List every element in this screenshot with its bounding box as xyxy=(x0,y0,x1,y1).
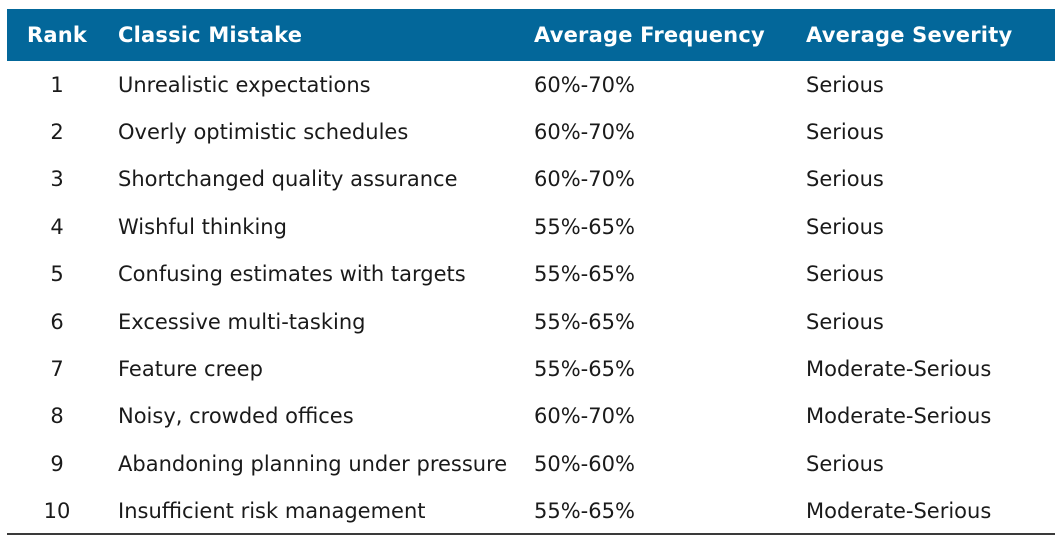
table-row: 1 Unrealistic expectations 60%-70% Serio… xyxy=(7,61,1055,108)
mistake-cell: Excessive multi-tasking xyxy=(118,309,366,334)
rank-cell: 1 xyxy=(50,72,64,97)
header-classic-mistake: Classic Mistake xyxy=(118,23,303,47)
header-average-severity: Average Severity xyxy=(806,23,1013,47)
frequency-cell: 55%-65% xyxy=(534,262,635,287)
table-row: 10 Insufficient risk management 55%-65% … xyxy=(7,488,1055,535)
table-row: 3 Shortchanged quality assurance 60%-70%… xyxy=(7,156,1055,203)
mistake-cell: Shortchanged quality assurance xyxy=(118,167,458,192)
rank-cell: 10 xyxy=(43,499,71,524)
mistake-cell: Unrealistic expectations xyxy=(118,72,371,97)
severity-cell: Moderate-Serious xyxy=(806,357,992,382)
severity-cell: Serious xyxy=(806,309,884,334)
rank-cell: 2 xyxy=(50,120,64,145)
rank-cell: 4 xyxy=(50,214,64,239)
frequency-cell: 55%-65% xyxy=(534,357,635,382)
table-row: 9 Abandoning planning under pressure 50%… xyxy=(7,440,1055,487)
severity-cell: Moderate-Serious xyxy=(806,404,992,429)
table-header-row: Rank Classic Mistake Average Frequency A… xyxy=(7,9,1055,61)
table-bottom-divider xyxy=(7,533,1055,535)
rank-cell: 5 xyxy=(50,262,64,287)
mistake-cell: Wishful thinking xyxy=(118,214,287,239)
frequency-cell: 60%-70% xyxy=(534,167,635,192)
table-row: 5 Confusing estimates with targets 55%-6… xyxy=(7,251,1055,298)
severity-cell: Serious xyxy=(806,262,884,287)
frequency-cell: 55%-65% xyxy=(534,309,635,334)
table-row: 7 Feature creep 55%-65% Moderate-Serious xyxy=(7,345,1055,392)
severity-cell: Serious xyxy=(806,451,884,476)
table-row: 2 Overly optimistic schedules 60%-70% Se… xyxy=(7,108,1055,155)
rank-cell: 9 xyxy=(50,451,64,476)
classic-mistakes-table-container: Rank Classic Mistake Average Frequency A… xyxy=(7,9,1055,535)
table-row: 8 Noisy, crowded offices 60%-70% Moderat… xyxy=(7,393,1055,440)
table-row: 4 Wishful thinking 55%-65% Serious xyxy=(7,203,1055,250)
mistake-cell: Confusing estimates with targets xyxy=(118,262,466,287)
frequency-cell: 50%-60% xyxy=(534,451,635,476)
mistake-cell: Overly optimistic schedules xyxy=(118,120,409,145)
severity-cell: Serious xyxy=(806,120,884,145)
mistake-cell: Abandoning planning under pressure xyxy=(118,451,508,476)
frequency-cell: 55%-65% xyxy=(534,499,635,524)
rank-cell: 3 xyxy=(50,167,64,192)
severity-cell: Serious xyxy=(806,72,884,97)
frequency-cell: 60%-70% xyxy=(534,120,635,145)
mistake-cell: Noisy, crowded offices xyxy=(118,404,354,429)
table-row: 6 Excessive multi-tasking 55%-65% Seriou… xyxy=(7,298,1055,345)
rank-cell: 8 xyxy=(50,404,64,429)
rank-cell: 6 xyxy=(50,309,64,334)
header-average-frequency: Average Frequency xyxy=(534,23,765,47)
mistake-cell: Feature creep xyxy=(118,357,263,382)
frequency-cell: 60%-70% xyxy=(534,72,635,97)
severity-cell: Serious xyxy=(806,214,884,239)
severity-cell: Serious xyxy=(806,167,884,192)
frequency-cell: 60%-70% xyxy=(534,404,635,429)
header-rank: Rank xyxy=(26,23,88,47)
frequency-cell: 55%-65% xyxy=(534,214,635,239)
rank-cell: 7 xyxy=(50,357,64,382)
mistake-cell: Insufficient risk management xyxy=(118,499,426,524)
classic-mistakes-table: Rank Classic Mistake Average Frequency A… xyxy=(7,9,1055,535)
severity-cell: Moderate-Serious xyxy=(806,499,992,524)
